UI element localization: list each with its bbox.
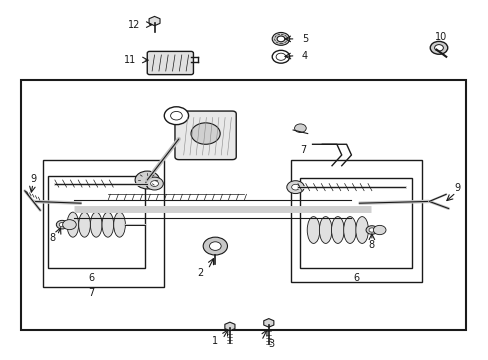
Text: 8: 8	[49, 233, 56, 243]
Circle shape	[209, 242, 221, 250]
Ellipse shape	[343, 217, 356, 243]
Circle shape	[203, 237, 227, 255]
Text: 9: 9	[30, 174, 36, 184]
Circle shape	[150, 181, 158, 186]
Circle shape	[372, 225, 385, 235]
FancyBboxPatch shape	[175, 111, 236, 159]
Circle shape	[434, 45, 443, 51]
Text: 7: 7	[299, 145, 305, 155]
Ellipse shape	[331, 217, 344, 243]
Ellipse shape	[319, 217, 331, 243]
Text: 5: 5	[301, 34, 307, 44]
Ellipse shape	[114, 212, 125, 237]
Text: 3: 3	[267, 339, 274, 348]
Ellipse shape	[90, 212, 102, 237]
Circle shape	[164, 107, 188, 125]
Text: 7: 7	[88, 288, 94, 297]
Circle shape	[366, 226, 377, 234]
Text: 1: 1	[212, 337, 218, 346]
Circle shape	[135, 171, 159, 189]
Text: 2: 2	[197, 268, 203, 278]
Ellipse shape	[306, 217, 319, 243]
Circle shape	[277, 36, 285, 42]
Circle shape	[294, 124, 305, 132]
Circle shape	[56, 220, 68, 229]
Circle shape	[145, 177, 163, 190]
Ellipse shape	[355, 217, 368, 243]
Circle shape	[286, 181, 304, 194]
Circle shape	[62, 220, 76, 230]
Circle shape	[368, 228, 374, 232]
Text: 10: 10	[434, 32, 447, 42]
Text: 6: 6	[352, 273, 359, 283]
Circle shape	[429, 41, 447, 54]
Circle shape	[276, 53, 285, 60]
Text: 4: 4	[301, 51, 307, 61]
FancyBboxPatch shape	[147, 51, 193, 75]
Ellipse shape	[79, 212, 90, 237]
Circle shape	[272, 50, 289, 63]
Text: 9: 9	[453, 183, 460, 193]
Text: 11: 11	[124, 55, 136, 65]
Text: 8: 8	[368, 240, 374, 250]
Circle shape	[291, 184, 299, 190]
Circle shape	[170, 111, 182, 120]
Ellipse shape	[67, 212, 79, 237]
Circle shape	[272, 32, 289, 45]
Text: 12: 12	[128, 19, 140, 30]
Text: 6: 6	[88, 273, 94, 283]
Circle shape	[59, 222, 65, 227]
Ellipse shape	[102, 212, 114, 237]
Circle shape	[191, 123, 220, 144]
